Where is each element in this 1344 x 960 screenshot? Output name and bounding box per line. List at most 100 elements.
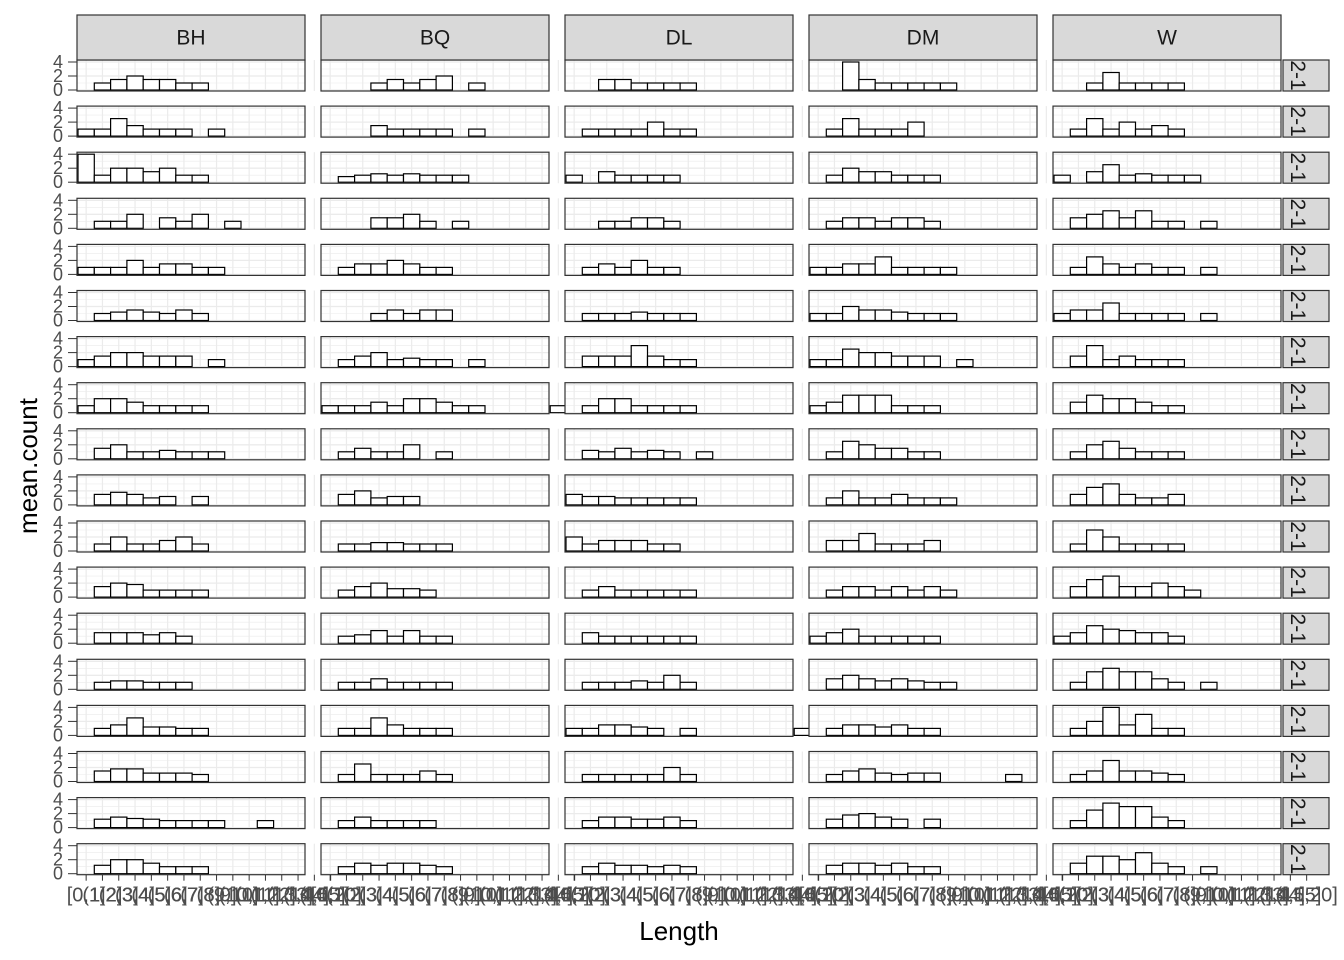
x-tick-label: (8,9] (197, 885, 237, 907)
panel-border (1052, 243, 1282, 276)
facet-panel-dl (564, 428, 820, 461)
histogram-bar (370, 217, 388, 229)
histogram-bar (142, 78, 161, 91)
histogram-bar (679, 312, 697, 322)
x-axis-ticks: [0,1](1,2](2,3](3,4](4,5](5,6](6,7](7,8]… (67, 874, 1338, 907)
facet-panel-dl (564, 612, 820, 645)
histogram-bar (841, 217, 860, 229)
histogram-bar (158, 681, 177, 690)
panel-border (320, 243, 550, 276)
histogram-bar (663, 543, 681, 552)
facet-panel-bh (76, 151, 332, 184)
histogram-bar (354, 355, 372, 368)
row-strip-label: 2-1 (1286, 337, 1309, 367)
histogram-bar (597, 585, 616, 598)
histogram-bar (158, 772, 177, 783)
histogram-bar (354, 490, 372, 506)
histogram-bar (646, 266, 665, 275)
histogram-bar (597, 171, 616, 183)
y-tick-group: 420 (53, 559, 77, 607)
histogram-bar (565, 174, 583, 183)
y-tick-group: 420 (53, 375, 77, 423)
histogram-bar (679, 497, 697, 506)
x-tick-label: (8,9] (1173, 885, 1213, 907)
histogram-bar (370, 173, 388, 183)
histogram-bar (809, 266, 827, 275)
histogram-bar (907, 82, 925, 91)
histogram-bar (354, 862, 372, 875)
histogram-bar (1167, 773, 1185, 783)
facet-panel-bh (76, 243, 332, 276)
histogram-bar (581, 495, 600, 506)
histogram-bar (1053, 312, 1071, 322)
histogram-bar (175, 589, 193, 598)
y-tick-label: 0 (53, 633, 63, 653)
facet-panel-dm (808, 843, 1064, 876)
histogram-bar (1118, 82, 1137, 91)
row-strip-background (1282, 151, 1330, 184)
histogram-bar (370, 401, 388, 414)
histogram-bar (923, 266, 941, 275)
histogram-bar (354, 816, 372, 829)
panel-border (1052, 612, 1282, 645)
histogram-bar (825, 539, 844, 552)
histogram-bar (191, 773, 210, 783)
panel-border (564, 151, 794, 184)
histogram-bar (175, 536, 193, 552)
histogram-bar (646, 589, 665, 598)
histogram-bar (1118, 447, 1137, 460)
histogram-bar (614, 539, 632, 552)
facet-panel-bq (320, 428, 576, 461)
row-strip-label: 2-1 (1286, 153, 1309, 183)
panel-border (1052, 474, 1282, 507)
x-tick-label: [0,1] (311, 885, 350, 907)
histogram-bar (1085, 770, 1104, 783)
y-tick-label: 4 (53, 836, 63, 856)
y-tick-label: 2 (53, 527, 63, 547)
row-strip: 2-1 (1282, 843, 1330, 876)
histogram-bar (874, 128, 893, 137)
histogram-bar (841, 263, 860, 275)
histogram-bar (890, 311, 909, 322)
histogram-bar (825, 589, 844, 598)
histogram-bar (825, 266, 844, 275)
histogram-bar (126, 309, 144, 322)
facet-panel-bq (320, 796, 576, 830)
histogram-bar (468, 359, 486, 368)
histogram-bar (679, 727, 697, 737)
strip-background (564, 14, 794, 61)
histogram-bar (142, 497, 161, 506)
facet-panel-bh (76, 843, 332, 876)
histogram-bar (841, 440, 860, 460)
histogram-bar (890, 355, 909, 368)
histogram-bar (646, 121, 665, 137)
histogram-bar (841, 117, 860, 137)
facet-panel-dm (808, 612, 1064, 645)
histogram-bar (142, 862, 161, 875)
facet-panel-bh (76, 750, 332, 784)
panel-border (320, 336, 550, 369)
histogram-bar (858, 128, 876, 137)
panel-border (564, 704, 794, 738)
histogram-bar (1102, 759, 1120, 783)
facet-panel-w (1052, 612, 1308, 645)
facet-panel-w (1052, 750, 1308, 784)
histogram-bar (207, 359, 226, 368)
histogram-bar (907, 217, 925, 229)
histogram-bar (630, 311, 649, 322)
histogram-bar (419, 359, 437, 368)
histogram-bar (907, 121, 925, 137)
histogram-bar (1102, 440, 1120, 460)
histogram-bar (663, 497, 681, 506)
histogram-bar (1151, 497, 1169, 506)
histogram-bar (825, 727, 844, 737)
histogram-bar (939, 589, 958, 598)
facet-panel-dm (808, 520, 1064, 553)
y-tick-label: 0 (53, 264, 63, 284)
histogram-bar (126, 259, 144, 275)
histogram-bar (419, 266, 437, 275)
histogram-bar (858, 309, 876, 322)
histogram-bar (907, 589, 925, 598)
histogram-bar (435, 174, 454, 183)
x-tick-label: (14,15] (283, 885, 345, 907)
